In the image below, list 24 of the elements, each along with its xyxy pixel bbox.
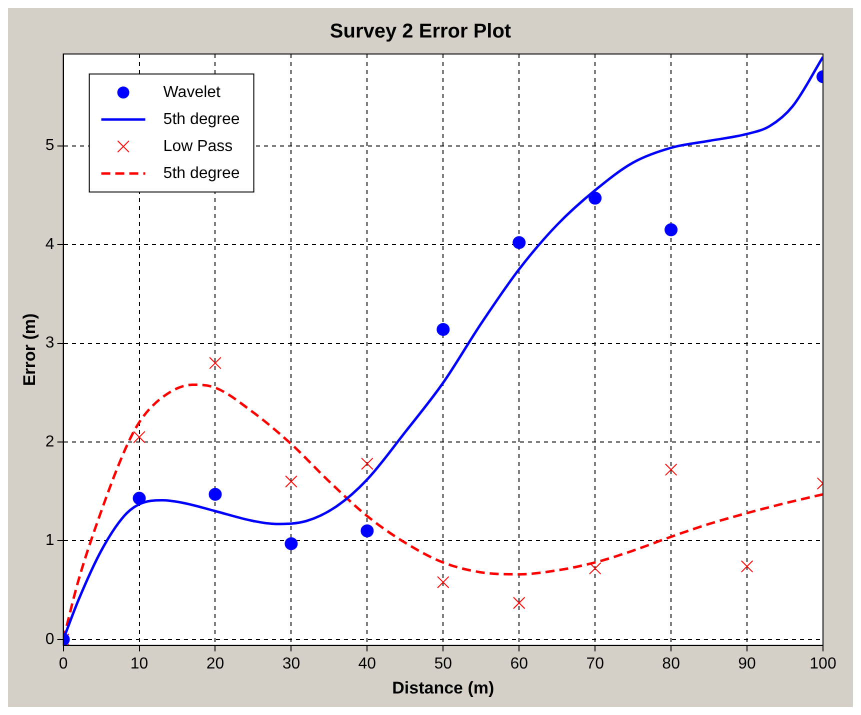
y-tick-label: 4 (45, 236, 54, 253)
x-tick-label: 60 (510, 655, 528, 672)
x-axis-title: Distance (m) (392, 678, 494, 698)
y-tick-label: 0 (45, 630, 54, 648)
legend-label: 5th degree (163, 164, 240, 182)
y-tick-label: 5 (45, 137, 54, 154)
legend-label: Low Pass (163, 138, 233, 155)
x-tick-label: 10 (130, 655, 148, 672)
x-tick-label: 80 (662, 655, 680, 672)
x-tick-label: 70 (586, 655, 604, 672)
y-axis-title: Error (m) (20, 313, 39, 386)
x-tick-label: 90 (738, 655, 756, 672)
x-tick-label: 100 (810, 655, 836, 672)
y-tick-label: 1 (45, 532, 54, 550)
legend-label: 5th degree (163, 110, 240, 128)
chart-title: Survey 2 Error Plot (330, 20, 512, 43)
x-tick-label: 0 (58, 655, 68, 672)
y-tick-label: 2 (45, 433, 54, 450)
x-tick-label: 30 (282, 655, 300, 672)
y-tick-label: 3 (45, 334, 54, 352)
x-tick-label: 40 (358, 655, 376, 672)
legend-label: Wavelet (163, 84, 222, 101)
x-tick-label: 50 (434, 655, 452, 672)
x-tick-label: 20 (206, 655, 224, 672)
